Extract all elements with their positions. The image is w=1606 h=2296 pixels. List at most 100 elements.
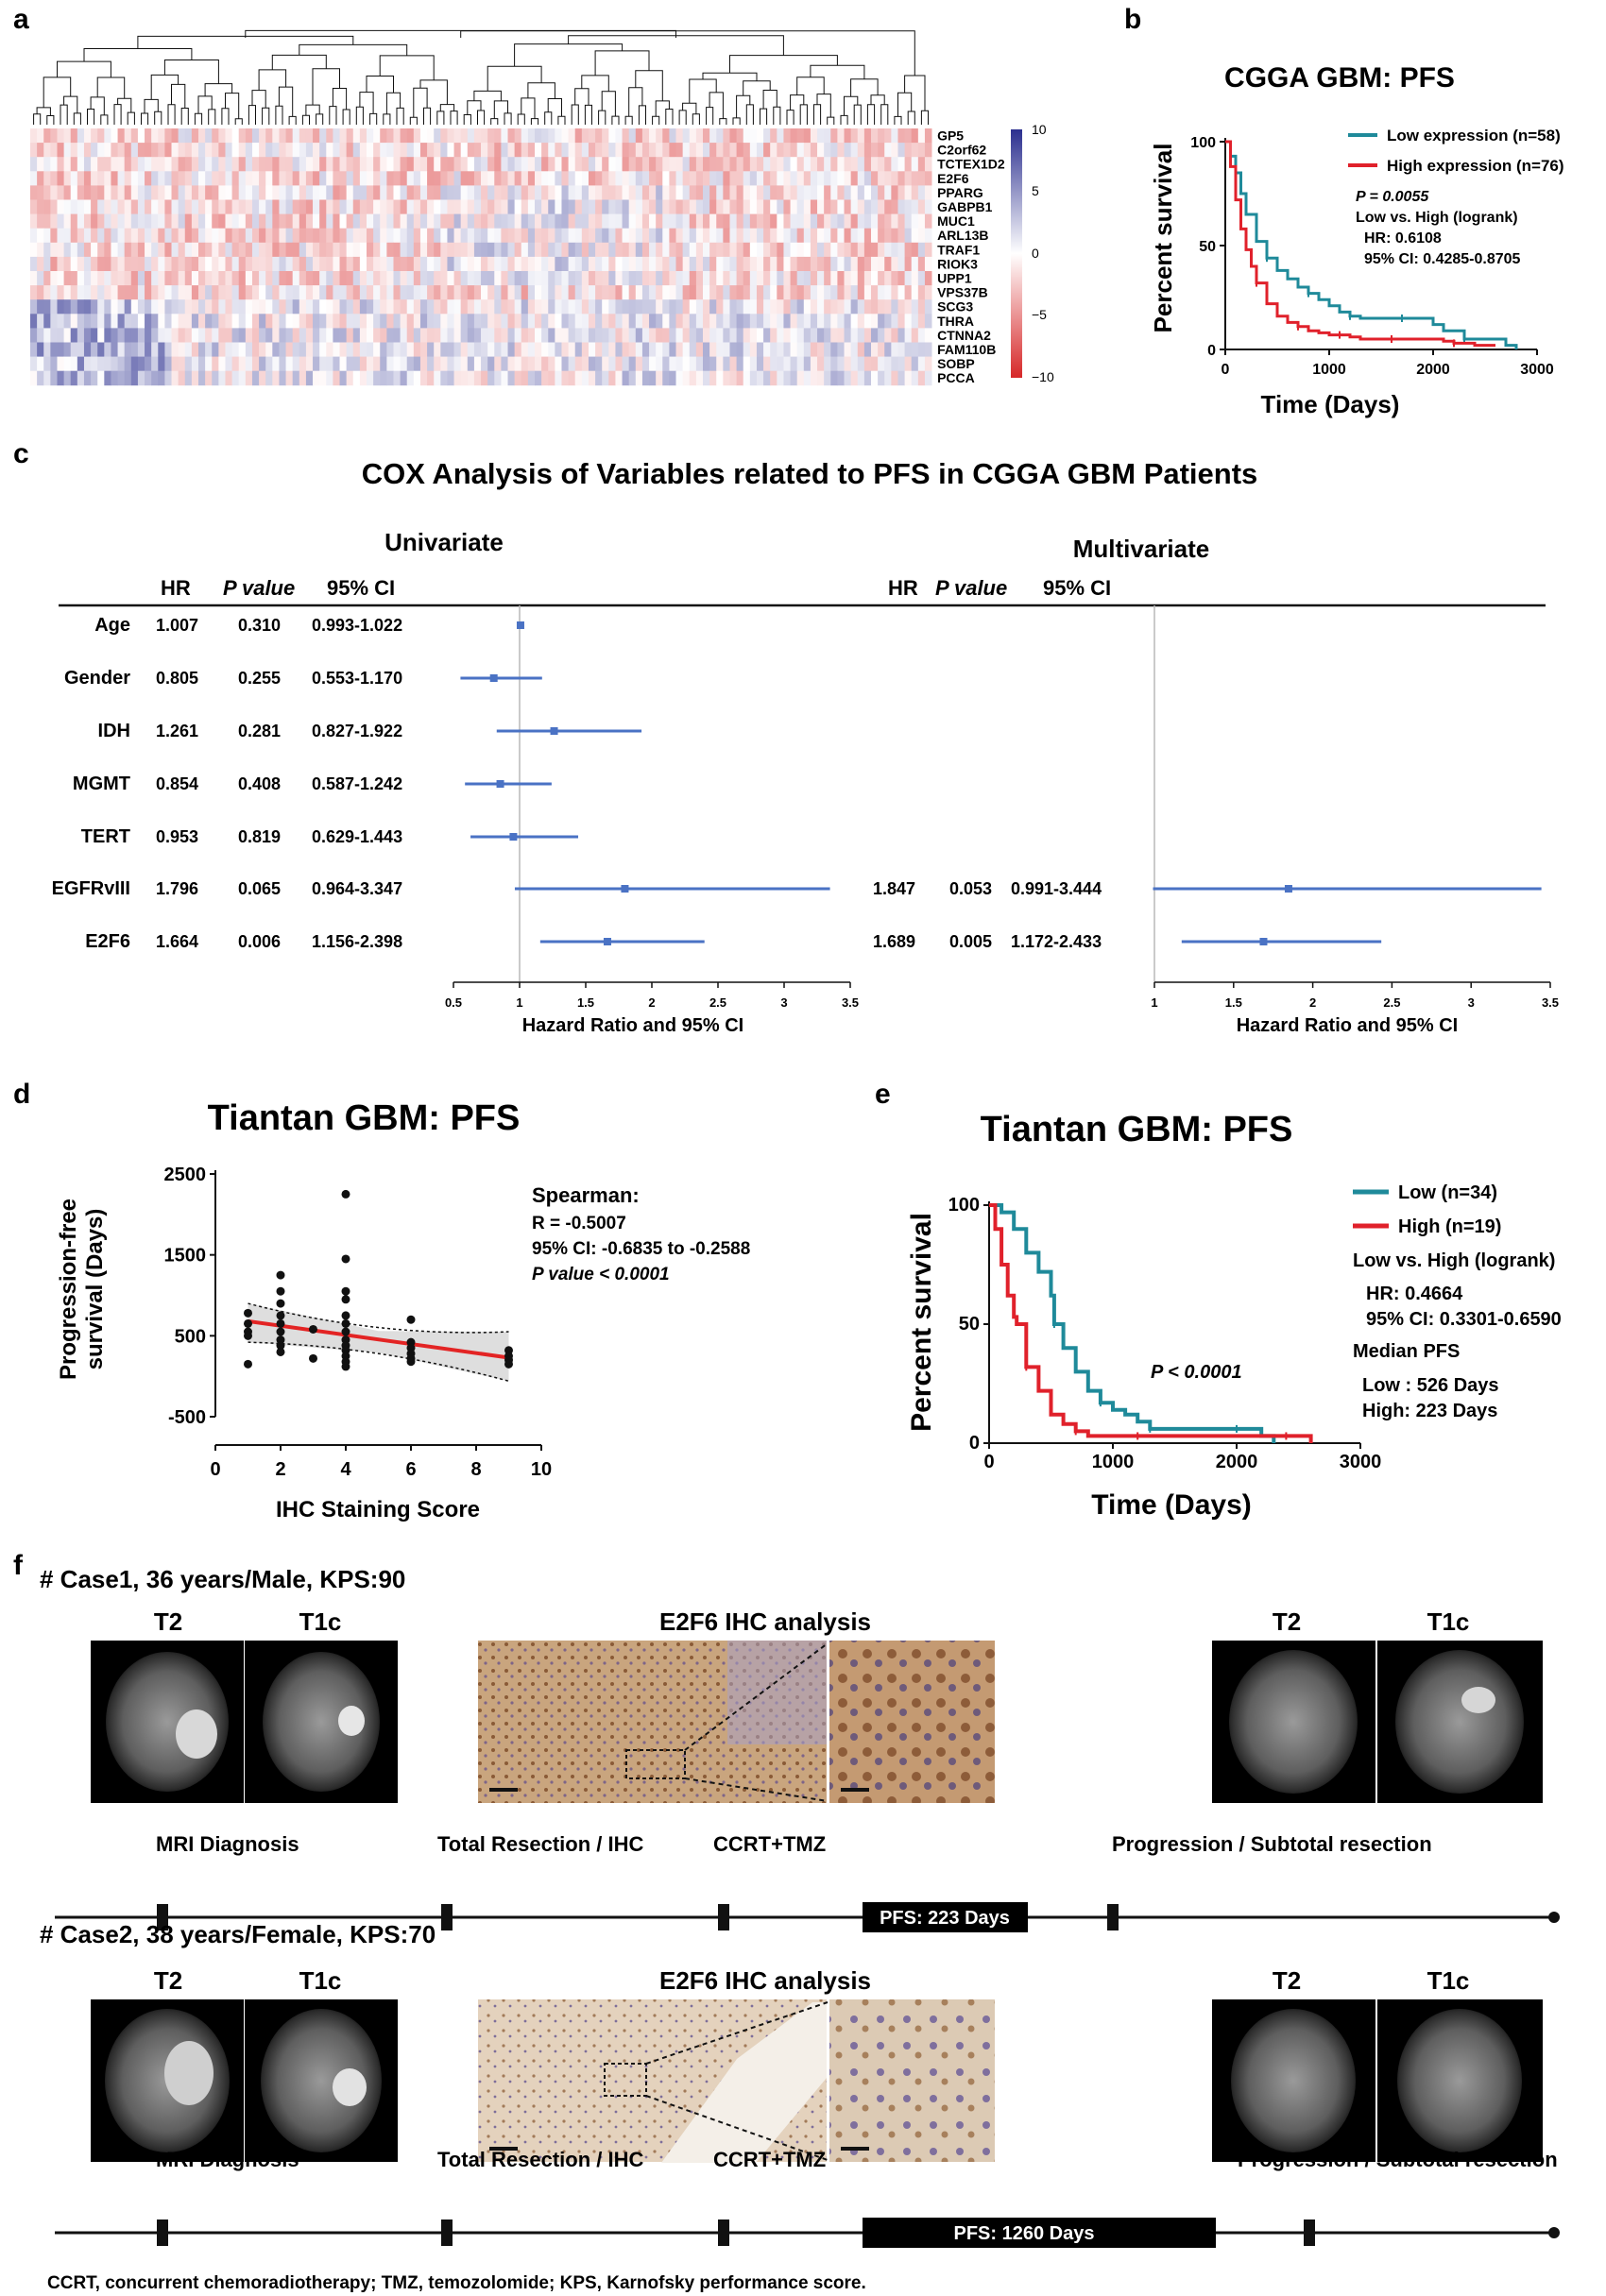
heatmap-cell — [487, 314, 495, 329]
heatmap-cell — [63, 242, 72, 258]
heatmap-cell — [703, 285, 710, 300]
heatmap-cell — [447, 314, 454, 329]
data-point — [309, 1324, 317, 1334]
heatmap-cell — [380, 356, 387, 372]
heatmap-cell — [218, 256, 226, 272]
heatmap-cell — [897, 143, 905, 158]
heatmap-cell — [373, 171, 381, 186]
row-label: TERT — [81, 826, 130, 847]
panel-e-stat: High: 223 Days — [1362, 1401, 1497, 1421]
heatmap-cell — [319, 356, 327, 372]
heatmap-cell — [824, 228, 831, 244]
heatmap-cell — [333, 228, 340, 244]
heatmap-cell — [555, 299, 562, 315]
heatmap-cell — [313, 143, 320, 158]
y-tick-label: 50 — [1199, 239, 1216, 255]
heatmap-cell — [251, 157, 260, 172]
heatmap-cell — [380, 285, 387, 300]
heatmap-cell — [595, 328, 603, 343]
heatmap-cell — [635, 143, 643, 158]
heatmap-cell — [400, 271, 408, 286]
heatmap-cell — [817, 242, 825, 258]
heatmap-cell — [850, 171, 859, 186]
heatmap-cell — [198, 256, 206, 272]
heatmap-cell — [682, 185, 691, 200]
heatmap-cell — [265, 213, 273, 230]
heatmap-cell — [97, 256, 105, 272]
heatmap-cell — [817, 299, 825, 315]
dendrogram-branch — [46, 115, 55, 125]
heatmap-cell — [588, 157, 596, 172]
heatmap-cell — [77, 285, 85, 300]
heatmap-cell — [70, 185, 78, 200]
heatmap-cell — [662, 328, 670, 343]
heatmap-cell — [817, 199, 825, 214]
heatmap-cell — [581, 256, 589, 272]
heatmap-cell — [419, 157, 428, 172]
heatmap-cell — [656, 256, 663, 272]
heatmap-cell — [413, 271, 421, 286]
heatmap-cell — [756, 256, 764, 272]
dendrogram-branch — [678, 110, 687, 125]
heatmap-cell — [535, 143, 542, 158]
heatmap-cell — [689, 157, 697, 172]
heatmap-cell — [703, 128, 710, 144]
heatmap-cell — [723, 342, 730, 357]
heatmap-cell — [413, 199, 421, 214]
heatmap-cell — [245, 185, 253, 200]
heatmap-cell — [581, 271, 589, 286]
heatmap-cell — [635, 299, 643, 315]
heatmap-cell — [878, 228, 885, 244]
hr-point — [603, 938, 611, 945]
heatmap-cell — [419, 370, 428, 386]
heatmap-cell — [716, 328, 724, 343]
heatmap-cell — [561, 213, 569, 230]
heatmap-cell — [904, 328, 913, 343]
heatmap-cell — [473, 213, 482, 230]
heatmap-cell — [777, 185, 784, 200]
heatmap-cell — [238, 199, 247, 214]
heatmap-cell — [911, 143, 919, 158]
heatmap-cell — [555, 356, 562, 372]
heatmap-cell — [231, 328, 240, 343]
heatmap-cell — [736, 299, 744, 315]
heatmap-cell — [434, 185, 441, 200]
heatmap-cell — [641, 199, 650, 214]
x-tick-label: 2 — [275, 1459, 285, 1480]
heatmap-cell — [622, 299, 630, 315]
heatmap-cell — [50, 314, 58, 329]
heatmap-cell — [460, 143, 469, 158]
heatmap-cell — [635, 199, 643, 214]
heatmap-cell — [97, 299, 105, 315]
heatmap-cell — [265, 314, 273, 329]
heatmap-cell — [130, 157, 139, 172]
heatmap-cell — [588, 314, 596, 329]
heatmap-cell — [245, 271, 253, 286]
dendrogram-branch — [366, 76, 394, 94]
heatmap-cell — [285, 242, 294, 258]
heatmap-cell — [130, 171, 139, 186]
heatmap-cell — [911, 314, 919, 329]
heatmap-cell — [622, 271, 630, 286]
heatmap-cell — [198, 157, 206, 172]
dendrogram-branch — [316, 113, 324, 125]
heatmap-cell — [184, 228, 193, 244]
heatmap-cell — [83, 314, 92, 329]
heatmap-cell — [615, 171, 623, 186]
heatmap-cell — [749, 299, 758, 315]
heatmap-cell — [595, 213, 603, 230]
heatmap-cell — [810, 199, 818, 214]
heatmap-cell — [30, 199, 38, 214]
heatmap-cell — [151, 328, 159, 343]
heatmap-cell — [117, 143, 126, 158]
timeline-event-marker — [1107, 1904, 1119, 1930]
heatmap-cell — [602, 356, 609, 372]
heatmap-cell — [641, 242, 650, 258]
heatmap-cell — [615, 256, 623, 272]
heatmap-cell — [837, 370, 845, 386]
heatmap-cell — [628, 185, 637, 200]
heatmap-cell — [43, 171, 51, 186]
heatmap-cell — [151, 143, 159, 158]
heatmap-cell — [212, 342, 219, 357]
heatmap-cell — [662, 285, 670, 300]
